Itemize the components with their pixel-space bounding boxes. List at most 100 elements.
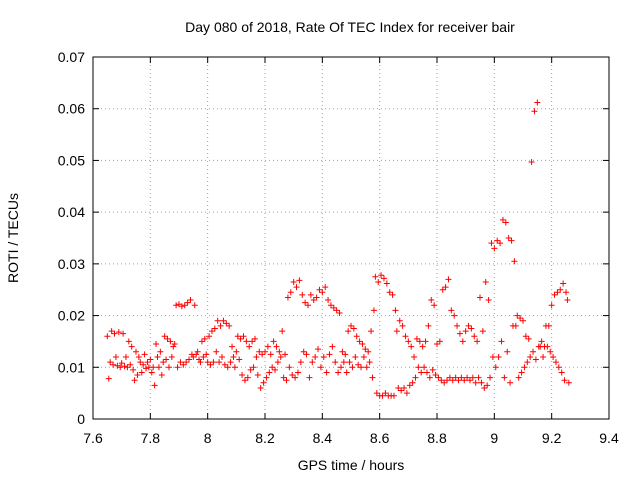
data-point xyxy=(131,377,138,384)
data-point xyxy=(474,338,481,345)
data-point xyxy=(399,322,406,329)
data-point xyxy=(461,377,468,384)
data-point xyxy=(226,322,233,329)
data-point xyxy=(125,338,132,345)
data-point xyxy=(234,333,241,340)
data-point xyxy=(155,364,162,371)
data-point xyxy=(160,359,167,366)
data-point xyxy=(201,335,208,342)
data-point xyxy=(184,299,191,306)
data-point xyxy=(150,364,157,371)
data-point xyxy=(339,348,346,355)
data-point xyxy=(421,364,428,371)
data-point xyxy=(137,359,144,366)
data-point xyxy=(130,366,137,373)
data-point xyxy=(310,297,317,304)
data-point xyxy=(272,366,279,373)
data-point xyxy=(419,343,426,350)
data-point xyxy=(211,325,218,332)
data-point xyxy=(441,379,448,386)
data-point xyxy=(413,335,420,342)
data-point xyxy=(459,338,466,345)
data-point xyxy=(262,348,268,355)
data-point xyxy=(147,356,154,363)
data-point xyxy=(303,351,310,358)
data-point xyxy=(538,338,545,345)
data-point xyxy=(504,348,511,355)
data-point xyxy=(550,353,557,360)
data-point xyxy=(196,356,203,363)
data-point xyxy=(512,322,519,329)
x-tick-label: 7.8 xyxy=(141,430,161,446)
data-point xyxy=(445,276,452,283)
data-point xyxy=(329,343,336,350)
data-point xyxy=(327,302,334,309)
data-point xyxy=(499,216,506,223)
data-point xyxy=(551,291,558,298)
data-point xyxy=(431,302,438,309)
data-point xyxy=(264,343,271,350)
data-point xyxy=(492,364,499,371)
data-point xyxy=(194,348,201,355)
data-point xyxy=(495,353,502,360)
data-point xyxy=(497,240,504,247)
data-point xyxy=(260,379,267,386)
data-point xyxy=(448,307,455,314)
data-point xyxy=(216,359,223,366)
y-tick-label: 0.07 xyxy=(58,49,85,65)
data-point xyxy=(204,359,211,366)
data-point xyxy=(237,335,244,342)
data-point xyxy=(396,317,403,324)
data-point xyxy=(456,330,463,337)
data-point xyxy=(416,338,423,345)
data-point xyxy=(306,374,313,381)
data-point xyxy=(280,374,287,381)
data-point xyxy=(373,390,380,397)
data-point xyxy=(534,99,541,106)
data-point xyxy=(269,364,276,371)
data-point xyxy=(266,369,273,376)
data-point xyxy=(107,359,114,366)
data-point xyxy=(561,377,568,384)
data-point xyxy=(472,379,479,386)
data-point xyxy=(375,278,382,285)
data-point xyxy=(565,379,572,386)
data-point xyxy=(491,245,498,252)
data-point xyxy=(547,348,554,355)
data-point xyxy=(214,317,221,324)
data-point xyxy=(112,353,119,360)
data-point xyxy=(208,328,215,335)
data-point xyxy=(174,364,181,371)
data-point xyxy=(282,351,289,358)
data-point xyxy=(250,364,257,371)
data-point xyxy=(452,374,459,381)
x-tick-label: 8 xyxy=(204,430,212,446)
data-point xyxy=(330,304,337,311)
data-point xyxy=(157,348,164,355)
data-point xyxy=(337,364,344,371)
data-point xyxy=(140,361,147,368)
data-point xyxy=(498,338,505,345)
data-point xyxy=(528,158,535,165)
data-point xyxy=(418,369,425,376)
data-point xyxy=(514,312,521,319)
data-point xyxy=(366,359,373,366)
plot-frame xyxy=(92,56,610,420)
data-point xyxy=(284,294,291,301)
data-point xyxy=(391,392,397,399)
data-point xyxy=(558,369,565,376)
data-point xyxy=(251,335,258,342)
data-point xyxy=(231,364,238,371)
data-point xyxy=(348,322,354,329)
data-point xyxy=(507,379,514,386)
data-point xyxy=(207,361,214,368)
data-point xyxy=(257,384,264,391)
data-point xyxy=(482,278,489,285)
data-point xyxy=(477,294,483,301)
data-point xyxy=(307,291,314,298)
data-point xyxy=(428,297,435,304)
data-point xyxy=(141,351,148,358)
data-point xyxy=(409,379,416,386)
data-point xyxy=(333,307,340,314)
